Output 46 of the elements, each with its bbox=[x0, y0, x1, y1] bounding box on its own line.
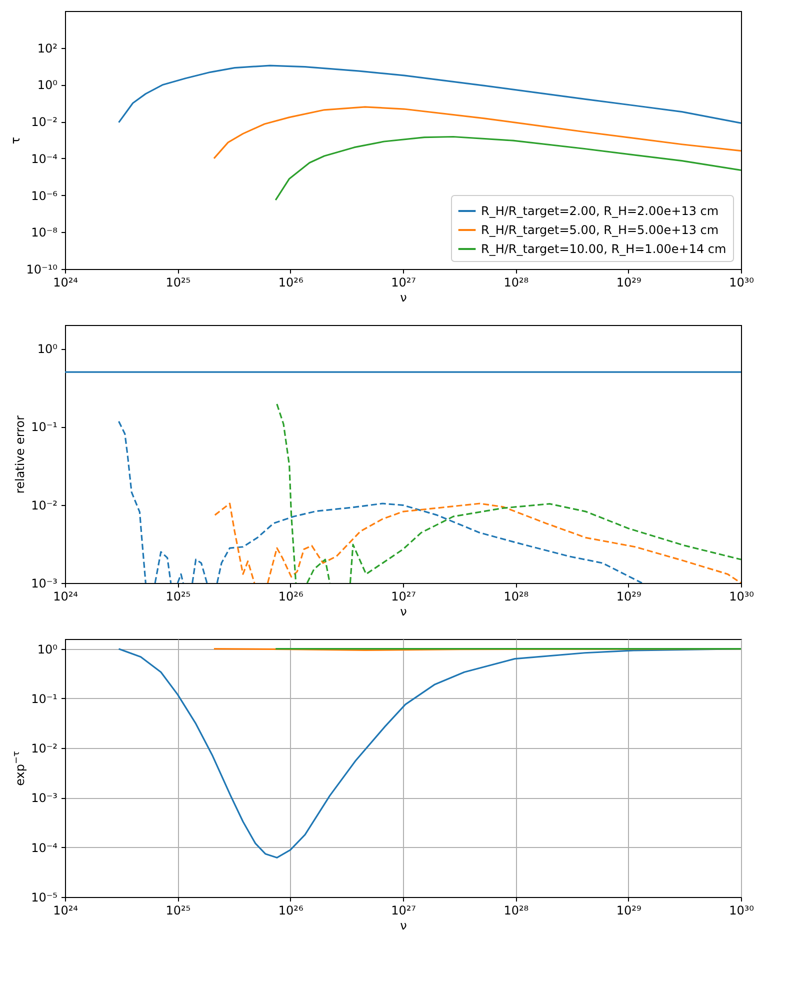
x-tick-label: 10²⁹ bbox=[616, 590, 642, 604]
x-tick-label: 10²⁴ bbox=[53, 904, 78, 918]
x-tick-label: 10²⁸ bbox=[504, 590, 529, 604]
x-axis-title: ν bbox=[400, 290, 408, 304]
y-tick-label: 10⁻¹ bbox=[31, 692, 58, 706]
y-tick-label: 10⁻⁴ bbox=[31, 152, 58, 166]
x-tick-label: 10²⁷ bbox=[391, 904, 416, 918]
x-tick-label: 10²⁵ bbox=[166, 904, 191, 918]
x-tick-label: 10³⁰ bbox=[729, 276, 754, 290]
x-tick-label: 10²⁵ bbox=[166, 276, 191, 290]
x-tick-label: 10²⁸ bbox=[504, 904, 529, 918]
legend-label: R_H/R_target=10.00, R_H=1.00e+14 cm bbox=[481, 242, 726, 256]
y-tick-label: 10⁻⁵ bbox=[31, 890, 58, 904]
x-axis-title: ν bbox=[400, 604, 408, 618]
x-tick-label: 10²⁸ bbox=[504, 276, 529, 290]
y-tick-label: 10⁻⁶ bbox=[31, 188, 58, 203]
y-tick-label: 10⁰ bbox=[37, 78, 58, 92]
legend-label: R_H/R_target=5.00, R_H=5.00e+13 cm bbox=[481, 223, 719, 237]
x-tick-label: 10²⁷ bbox=[391, 590, 416, 604]
y-tick-label: 10⁻⁴ bbox=[31, 840, 58, 855]
x-tick-label: 10²⁶ bbox=[278, 276, 304, 290]
y-tick-label: 10⁰ bbox=[37, 642, 58, 656]
legend-label: R_H/R_target=2.00, R_H=2.00e+13 cm bbox=[481, 204, 719, 218]
x-tick-label: 10²⁹ bbox=[616, 276, 642, 290]
y-tick-label: 10⁻³ bbox=[31, 791, 58, 806]
y-tick-label: 10⁻⁸ bbox=[31, 226, 58, 240]
x-axis-title: ν bbox=[400, 918, 408, 932]
y-tick-label: 10⁻³ bbox=[31, 576, 58, 590]
x-tick-label: 10²⁹ bbox=[616, 904, 642, 918]
y-tick-label: 10⁰ bbox=[37, 342, 58, 356]
y-tick-label: 10⁻² bbox=[31, 115, 58, 130]
x-tick-label: 10²⁴ bbox=[53, 590, 78, 604]
x-tick-label: 10²⁵ bbox=[166, 590, 191, 604]
x-tick-label: 10²⁷ bbox=[391, 276, 416, 290]
x-tick-label: 10²⁶ bbox=[278, 590, 304, 604]
y-axis-title: relative error bbox=[13, 415, 28, 494]
y-tick-label: 10⁻¹ bbox=[31, 420, 58, 434]
x-tick-label: 10³⁰ bbox=[729, 590, 754, 604]
y-tick-label: 10⁻² bbox=[31, 498, 58, 512]
y-tick-label: 10⁻² bbox=[31, 742, 58, 756]
y-tick-label: 10² bbox=[37, 41, 58, 56]
y-tick-label: 10⁻¹⁰ bbox=[26, 262, 58, 276]
y-axis-title: τ bbox=[8, 136, 22, 144]
x-tick-label: 10²⁶ bbox=[278, 904, 304, 918]
x-tick-label: 10³⁰ bbox=[729, 904, 754, 918]
x-tick-label: 10²⁴ bbox=[53, 276, 78, 290]
